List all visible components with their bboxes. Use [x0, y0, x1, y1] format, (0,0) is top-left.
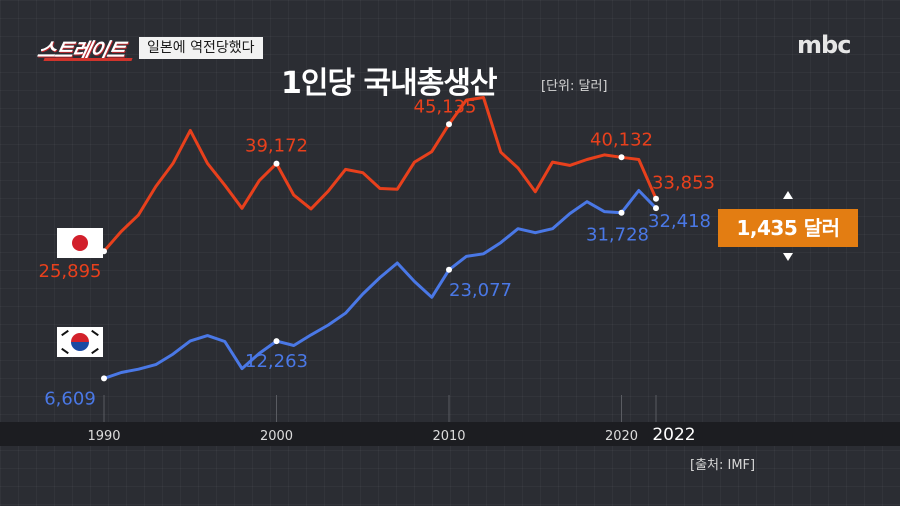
korea-point-marker — [273, 338, 280, 345]
japan-series-line — [102, 96, 658, 253]
korea-data-label: 32,418 — [648, 211, 711, 232]
japan-flag-icon — [57, 228, 103, 258]
x-tick-label: 2022 — [652, 425, 695, 445]
korea-data-label: 23,077 — [449, 280, 512, 301]
korea-series-line — [103, 189, 658, 380]
korea-flag-icon — [57, 327, 103, 357]
source-label: [출처: IMF] — [690, 458, 756, 473]
difference-box: 1,435 달러 — [718, 209, 858, 247]
korea-point-marker — [101, 375, 107, 382]
broadcaster-logo: mbc — [797, 31, 851, 59]
x-tick-label: 2010 — [432, 429, 465, 444]
korea-point-marker — [618, 209, 625, 216]
arrow-up-icon — [783, 191, 793, 199]
japan-point-marker — [446, 121, 452, 128]
korea-flag-taeguk — [71, 333, 89, 351]
japan-point-marker — [653, 195, 659, 202]
korea-point-marker — [653, 205, 659, 212]
korea-data-label: 12,263 — [245, 351, 308, 372]
japan-data-label: 39,172 — [245, 136, 308, 157]
japan-point-marker — [618, 154, 625, 161]
japan-data-label: 45,135 — [414, 96, 477, 117]
japan-flag-sun — [72, 235, 88, 251]
arrow-down-icon — [783, 253, 793, 261]
x-tick-label: 1990 — [87, 429, 120, 444]
korea-point-marker — [446, 266, 452, 273]
japan-point-marker — [101, 248, 107, 255]
x-tick-label: 2000 — [260, 429, 293, 444]
unit-label: [단위: 달러] — [541, 79, 608, 94]
korea-data-label: 31,728 — [586, 225, 649, 246]
japan-point-marker — [273, 160, 280, 167]
korea-data-label: 6,609 — [44, 388, 96, 409]
caption-box: 일본에 역전당했다 — [139, 37, 263, 59]
x-tick-label: 2020 — [605, 429, 638, 444]
chart-title: 1인당 국내총생산 — [281, 66, 498, 101]
japan-data-label: 25,895 — [39, 261, 102, 282]
x-axis-band — [0, 422, 900, 446]
japan-data-label: 40,132 — [590, 129, 653, 150]
japan-data-label: 33,853 — [652, 173, 715, 194]
